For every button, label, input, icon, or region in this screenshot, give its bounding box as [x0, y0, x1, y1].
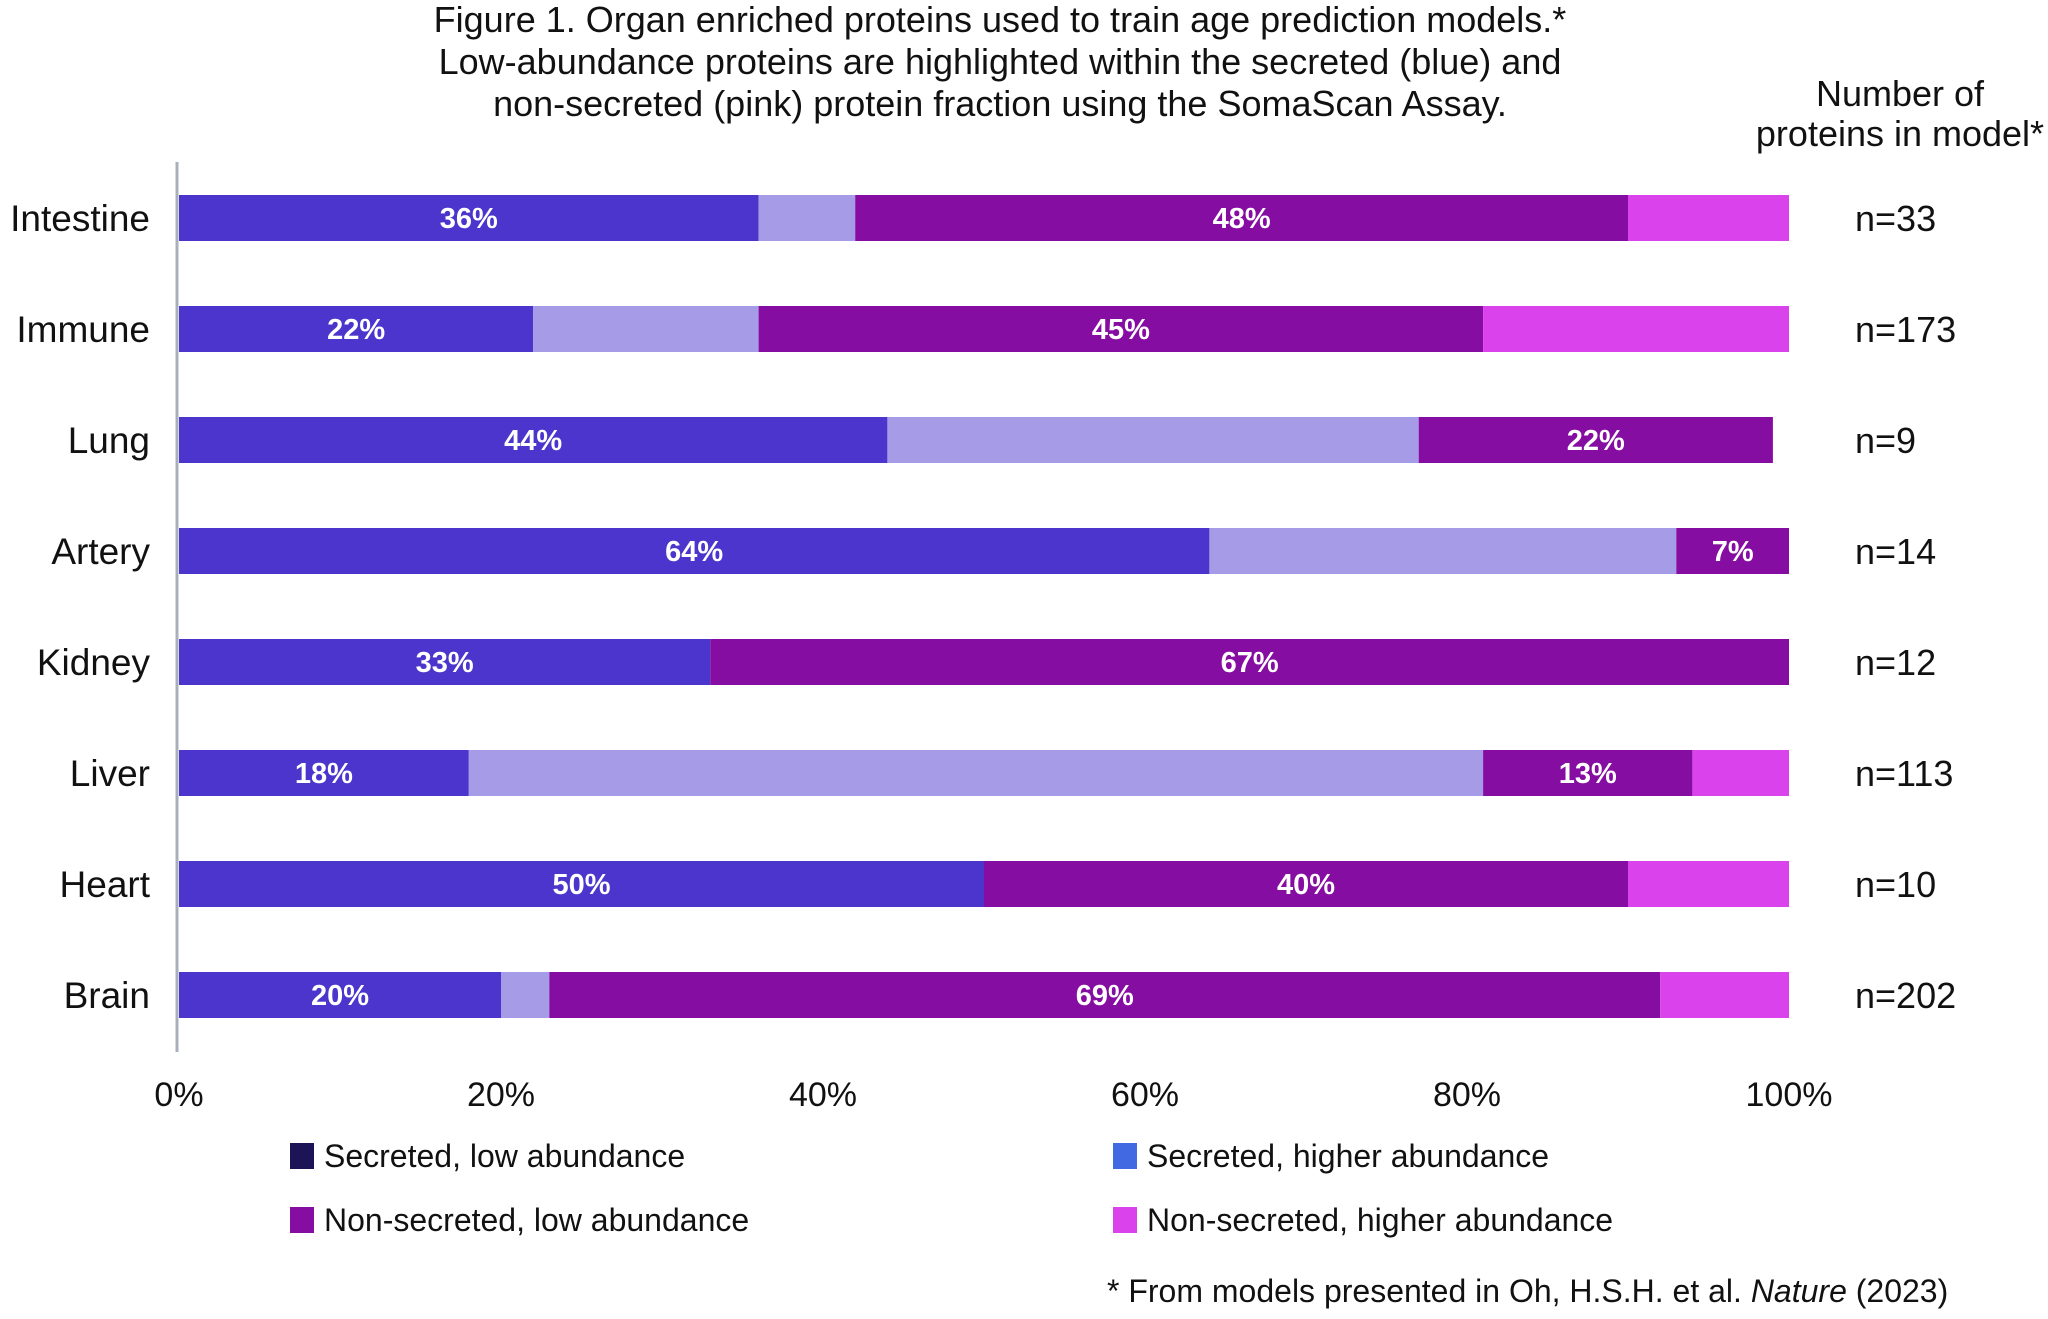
bar-segment	[1418, 417, 1773, 463]
x-tick-label: 60%	[1111, 1076, 1179, 1114]
bar-segment	[758, 195, 856, 241]
legend-label: Secreted, low abundance	[324, 1138, 685, 1174]
x-tick-label: 40%	[789, 1076, 857, 1114]
bar-segment	[984, 861, 1628, 907]
title-line: Low-abundance proteins are highlighted w…	[439, 41, 1562, 82]
legend-label: Non-secreted, higher abundance	[1147, 1202, 1613, 1238]
bar-segment	[1483, 306, 1789, 352]
footnote: * From models presented in Oh, H.S.H. et…	[1107, 1273, 1948, 1309]
x-tick-label: 0%	[154, 1076, 203, 1114]
bar-segment	[1628, 861, 1789, 907]
n-label: n=173	[1855, 309, 1956, 350]
category-label: Artery	[51, 531, 150, 572]
legend-swatch	[1113, 1207, 1137, 1233]
footnote-journal: Nature	[1751, 1273, 1847, 1309]
legend-label: Non-secreted, low abundance	[324, 1202, 749, 1238]
n-label: n=14	[1855, 531, 1936, 572]
bar-segment	[468, 750, 1484, 796]
data-label: 7%	[1712, 536, 1754, 568]
x-tick-label: 100%	[1746, 1076, 1833, 1114]
category-label: Brain	[64, 975, 150, 1016]
data-label: 44%	[504, 425, 562, 457]
legend-swatch	[290, 1143, 314, 1169]
category-label: Intestine	[10, 198, 150, 239]
footnote-suffix: (2023)	[1847, 1273, 1948, 1309]
legend: Secreted, low abundance Secreted, higher…	[290, 1138, 1613, 1238]
data-label: 45%	[1092, 314, 1150, 346]
bar-segment	[1660, 972, 1789, 1018]
right-header-line: proteins in model*	[1756, 113, 2044, 154]
category-label: Immune	[16, 309, 150, 350]
data-label: 36%	[440, 203, 498, 235]
data-label: 69%	[1076, 980, 1134, 1012]
title: Figure 1. Organ enriched proteins used t…	[434, 0, 1567, 124]
legend-swatch	[290, 1207, 314, 1233]
bar-segment	[887, 417, 1419, 463]
data-label: 13%	[1559, 758, 1617, 790]
bar-segment	[1483, 750, 1693, 796]
n-label: n=9	[1855, 420, 1916, 461]
bars: Intestine n=33 36% 48% Immune n=173 22% 45% Lung…	[10, 195, 1956, 1018]
bar-segment	[179, 306, 534, 352]
legend-label: Secreted, higher abundance	[1147, 1138, 1549, 1174]
data-label: 20%	[311, 980, 369, 1012]
footnote-prefix: * From models presented in Oh, H.S.H. et…	[1107, 1273, 1751, 1309]
n-label: n=12	[1855, 642, 1936, 683]
bar-segment	[179, 195, 759, 241]
n-label: n=33	[1855, 198, 1936, 239]
data-label: 67%	[1221, 647, 1279, 679]
x-axis-ticks: 0% 20% 40% 60% 80% 100%	[154, 1076, 1832, 1114]
bar-segment	[710, 639, 1789, 685]
bar-segment	[533, 306, 759, 352]
bar-segment	[855, 195, 1628, 241]
title-line: non-secreted (pink) protein fraction usi…	[493, 83, 1507, 124]
bar-segment	[1209, 528, 1677, 574]
x-tick-label: 20%	[467, 1076, 535, 1114]
data-label: 18%	[295, 758, 353, 790]
bar-segment	[179, 417, 888, 463]
n-label: n=113	[1855, 753, 1953, 794]
data-label: 40%	[1277, 869, 1335, 901]
bar-segment	[549, 972, 1661, 1018]
bar-segment	[179, 528, 1210, 574]
bar-segment	[179, 861, 984, 907]
bar-segment	[501, 972, 550, 1018]
n-label: n=10	[1855, 864, 1936, 905]
n-label: n=202	[1855, 975, 1956, 1016]
bar-segment	[1692, 750, 1789, 796]
right-header-line: Number of	[1816, 73, 1985, 114]
data-label: 22%	[1567, 425, 1625, 457]
x-tick-label: 80%	[1433, 1076, 1501, 1114]
data-label: 22%	[327, 314, 385, 346]
bar-segment	[1676, 528, 1789, 574]
bar-segment	[179, 750, 469, 796]
data-label: 64%	[665, 536, 723, 568]
data-label: 48%	[1213, 203, 1271, 235]
data-label: 33%	[416, 647, 474, 679]
bar-segment	[1628, 195, 1789, 241]
title-line: Figure 1. Organ enriched proteins used t…	[434, 0, 1567, 40]
bar-segment	[179, 972, 501, 1018]
data-label: 50%	[552, 869, 610, 901]
category-label: Lung	[68, 420, 150, 461]
legend-swatch	[1113, 1143, 1137, 1169]
category-label: Heart	[60, 864, 151, 905]
category-label: Kidney	[37, 642, 151, 683]
bar-segment	[758, 306, 1484, 352]
category-label: Liver	[70, 753, 150, 794]
bar-segment	[179, 639, 711, 685]
